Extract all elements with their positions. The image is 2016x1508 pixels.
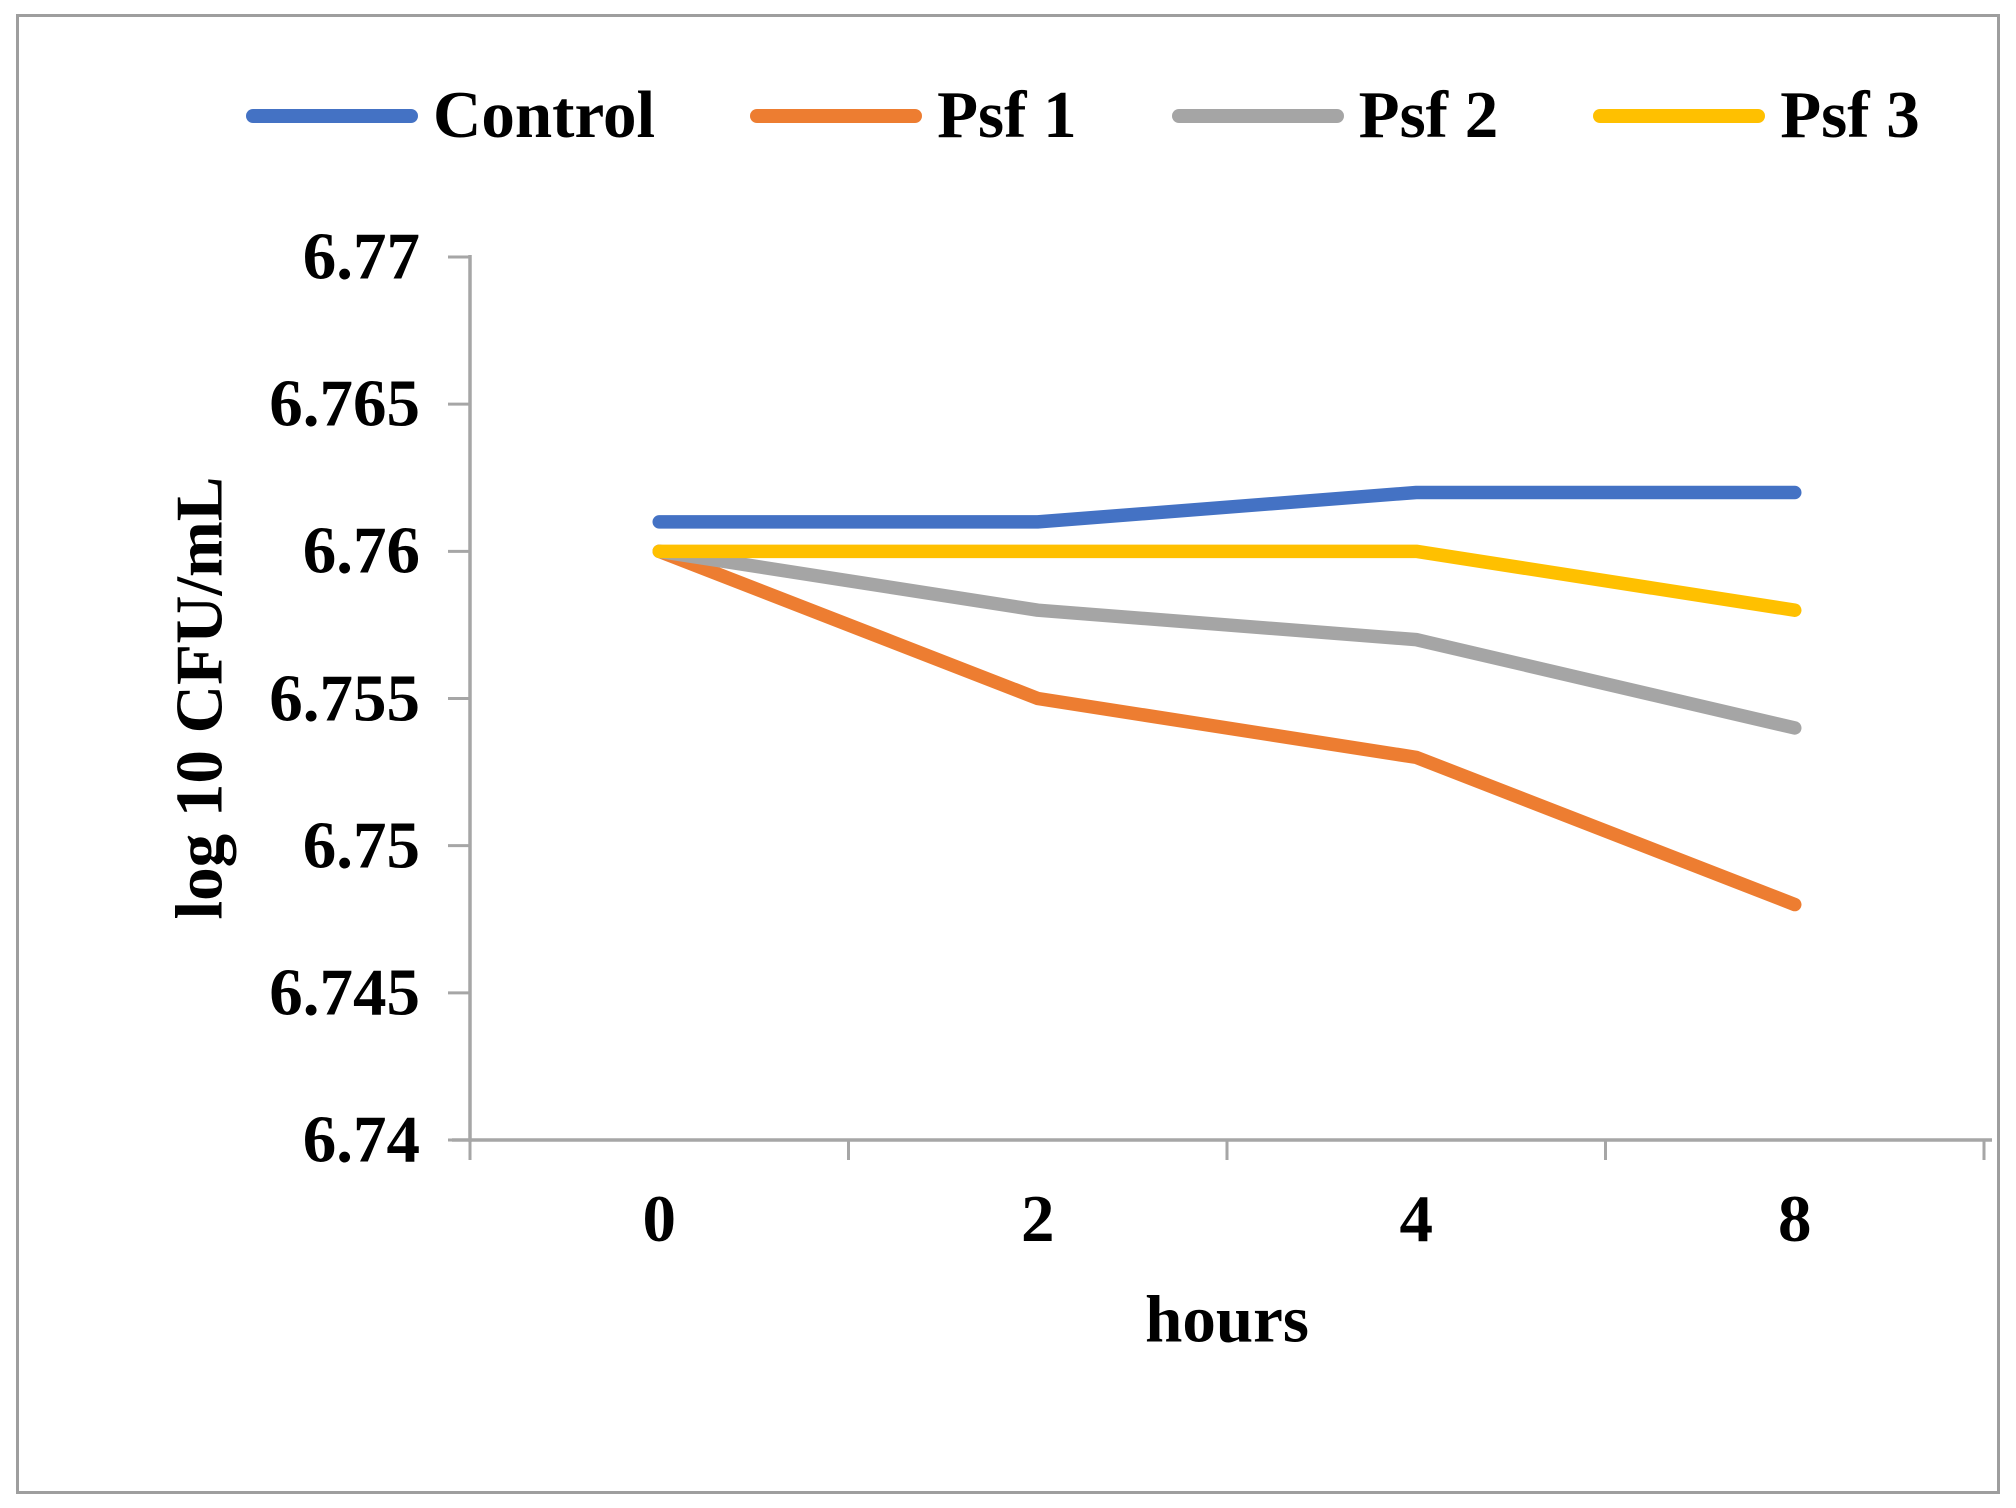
y-tick-label: 6.74 — [302, 1102, 420, 1177]
series-line-psf-3 — [652, 544, 1802, 617]
y-tick-label: 6.755 — [269, 661, 420, 735]
legend-swatch-psf-2 — [1171, 108, 1344, 123]
x-axis-title: hours — [1145, 1282, 1309, 1357]
series-line-psf-2 — [652, 544, 1802, 735]
legend-item-psf-2: Psf 2 — [1171, 78, 1499, 152]
y-tick-label: 6.75 — [302, 808, 420, 883]
y-tick-label: 6.76 — [302, 513, 420, 588]
series-line-psf-1 — [652, 544, 1802, 912]
y-tick-label: 6.77 — [302, 219, 420, 294]
legend-item-control: Control — [246, 82, 655, 149]
legend-label: Psf 3 — [1780, 78, 1920, 152]
legend-swatch-control — [246, 108, 418, 123]
legend-swatch-psf-3 — [1593, 108, 1766, 123]
y-tick-label: 6.765 — [269, 366, 420, 441]
chart-legend: Control Psf 1 Psf 2 Psf 3 — [246, 82, 1920, 149]
x-tick-label: 4 — [1399, 1182, 1434, 1256]
series-line-control — [652, 485, 1802, 529]
y-tick-label: 6.745 — [269, 955, 420, 1030]
legend-label: Psf 1 — [937, 78, 1077, 152]
x-tick-label: 0 — [642, 1182, 677, 1256]
legend-label: Psf 2 — [1358, 78, 1499, 152]
legend-item-psf-1: Psf 1 — [750, 82, 1077, 149]
x-tick-label: 2 — [1021, 1182, 1055, 1256]
legend-item-psf-3: Psf 3 — [1593, 82, 1920, 149]
x-tick-label: 8 — [1778, 1182, 1812, 1256]
legend-swatch-psf-1 — [750, 108, 923, 123]
legend-label: Control — [433, 78, 656, 152]
